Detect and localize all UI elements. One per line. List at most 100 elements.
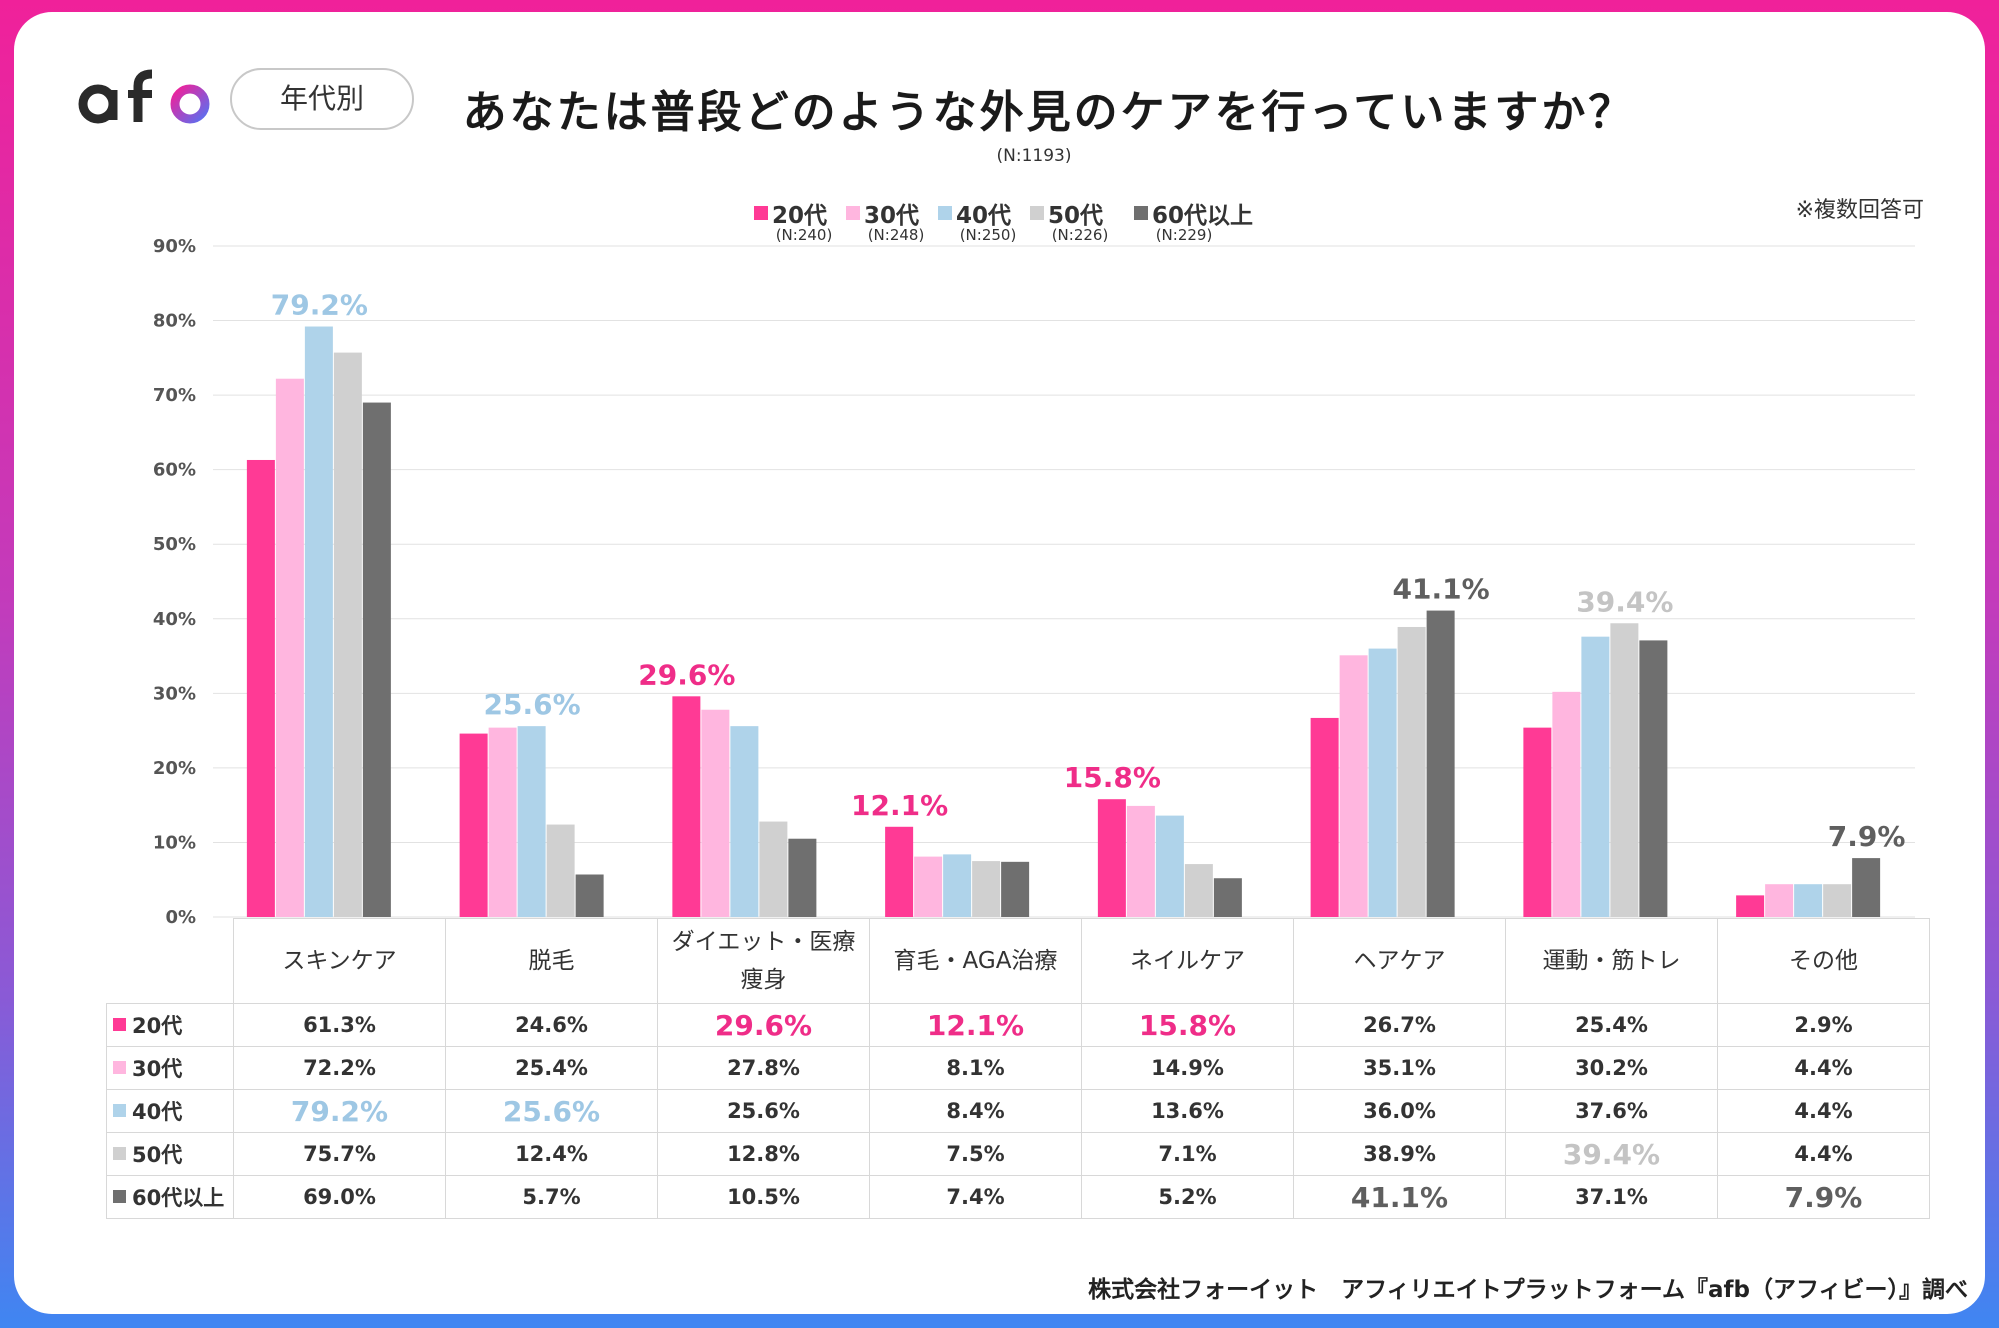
table-cell: 61.3% <box>233 1003 446 1047</box>
y-tick-label: 40% <box>153 609 196 630</box>
data-label: 12.1% <box>851 789 948 822</box>
table-row: 20代 61.3% 24.6% 29.6% 12.1% 15.8% 26.7% 25.4% 2.… <box>106 1003 1930 1047</box>
bar <box>885 826 914 917</box>
table-cell: 10.5% <box>657 1175 870 1219</box>
row-swatch <box>113 1147 126 1160</box>
legend-swatch <box>1030 206 1044 220</box>
table-cell: 12.8% <box>657 1132 870 1176</box>
table-cell: 7.1% <box>1081 1132 1294 1176</box>
table-cell: 26.7% <box>1293 1003 1506 1047</box>
bar <box>972 861 1001 917</box>
multiple-answer-note: ※複数回答可 <box>1795 198 1924 223</box>
data-label: 7.9% <box>1828 820 1906 853</box>
legend-n: (N:250) <box>959 226 1017 244</box>
bar <box>1852 858 1881 917</box>
y-tick-label: 20% <box>153 758 196 779</box>
sample-size: (N:1193) <box>996 146 1072 166</box>
age-group-pill: 年代別 <box>230 68 414 130</box>
table-cell: 8.1% <box>869 1046 1082 1090</box>
bar <box>1552 691 1581 917</box>
table-cell: 25.6% <box>445 1089 658 1133</box>
table-row: 60代以上 69.0% 5.7% 10.5% 7.4% 5.2% 41.1% 37.1% 7.9… <box>106 1175 1930 1219</box>
table-cell: 24.6% <box>445 1003 658 1047</box>
bar <box>1610 623 1639 917</box>
table-cell: 41.1% <box>1293 1175 1506 1219</box>
source-credit: 株式会社フォーイット アフィリエイトプラットフォーム『afb（アフィビー）』調べ <box>1088 1277 1968 1303</box>
bar <box>333 352 362 917</box>
y-tick-label: 0% <box>165 907 196 928</box>
chart-title: あなたは普段どのような外見のケアを行っていますか？ <box>462 87 1636 138</box>
bar <box>1397 626 1426 917</box>
legend-swatch <box>754 206 768 220</box>
bar <box>1097 799 1126 917</box>
bar <box>943 854 972 917</box>
bar <box>1639 640 1668 917</box>
bar <box>459 733 488 917</box>
category-label: ネイルケア <box>1081 918 1294 1004</box>
bar <box>275 378 304 918</box>
legend-label: 50代 <box>1048 203 1104 229</box>
legend-n: (N:229) <box>1155 226 1213 244</box>
bar <box>1426 610 1455 917</box>
bar <box>788 838 817 917</box>
legend-n: (N:240) <box>775 226 833 244</box>
bar <box>246 459 275 917</box>
y-tick-label: 60% <box>153 460 196 481</box>
table-cell: 7.4% <box>869 1175 1082 1219</box>
row-header: 40代 <box>106 1089 234 1133</box>
data-label: 39.4% <box>1576 585 1673 618</box>
row-swatch <box>113 1018 126 1031</box>
bar <box>304 326 333 917</box>
bar <box>1001 861 1030 917</box>
y-tick-label: 80% <box>153 311 196 332</box>
category-label: その他 <box>1717 918 1930 1004</box>
table-cell: 4.4% <box>1717 1046 1930 1090</box>
table-cell: 37.6% <box>1505 1089 1718 1133</box>
table-cell: 2.9% <box>1717 1003 1930 1047</box>
row-header: 50代 <box>106 1132 234 1176</box>
table-cell: 25.6% <box>657 1089 870 1133</box>
table-cell: 5.7% <box>445 1175 658 1219</box>
legend-n: (N:248) <box>867 226 925 244</box>
bar <box>1523 727 1552 917</box>
legend-label: 60代以上 <box>1152 203 1254 229</box>
category-label: スキンケア <box>233 918 446 1004</box>
category-row: スキンケア 脱毛 ダイエット・医療 痩身 育毛・AGA治療 ネイルケア ヘアケア 運動・筋トレ… <box>107 918 1930 1004</box>
data-label: 41.1% <box>1393 573 1490 606</box>
table-cell: 4.4% <box>1717 1089 1930 1133</box>
bar <box>1736 895 1765 917</box>
row-swatch <box>113 1104 126 1117</box>
bar <box>1184 864 1213 917</box>
category-label: 脱毛 <box>445 918 658 1004</box>
table-row: 30代 72.2% 25.4% 27.8% 8.1% 14.9% 35.1% 30.2% 4.4… <box>106 1046 1930 1090</box>
table-cell: 13.6% <box>1081 1089 1294 1133</box>
table-cell: 15.8% <box>1081 1003 1294 1047</box>
category-label: ヘアケア <box>1293 918 1506 1004</box>
bar <box>575 874 604 917</box>
table-cell: 5.2% <box>1081 1175 1294 1219</box>
bar <box>517 726 546 917</box>
table-cell: 7.5% <box>869 1132 1082 1176</box>
y-tick-label: 50% <box>153 534 196 555</box>
table-cell: 8.4% <box>869 1089 1082 1133</box>
table-cell: 35.1% <box>1293 1046 1506 1090</box>
bar <box>546 824 575 917</box>
row-swatch <box>113 1190 126 1203</box>
afb-logo <box>76 64 226 134</box>
bar <box>362 402 391 918</box>
category-label: ダイエット・医療 痩身 <box>657 918 870 1004</box>
bar <box>1368 648 1397 917</box>
row-swatch <box>113 1061 126 1074</box>
bar <box>1823 884 1852 917</box>
table-cell: 7.9% <box>1717 1175 1930 1219</box>
category-label: 育毛・AGA治療 <box>869 918 1082 1004</box>
chart-card: 年代別 あなたは普段どのような外見のケアを行っていますか？ (N:1193) ※… <box>14 12 1985 1314</box>
table-cell: 75.7% <box>233 1132 446 1176</box>
table-cell: 25.4% <box>1505 1003 1718 1047</box>
row-header: 60代以上 <box>106 1175 234 1219</box>
data-label: 79.2% <box>271 289 368 322</box>
legend-n: (N:226) <box>1051 226 1109 244</box>
table-cell: 12.1% <box>869 1003 1082 1047</box>
bar <box>1310 717 1339 917</box>
bar <box>1126 805 1155 917</box>
